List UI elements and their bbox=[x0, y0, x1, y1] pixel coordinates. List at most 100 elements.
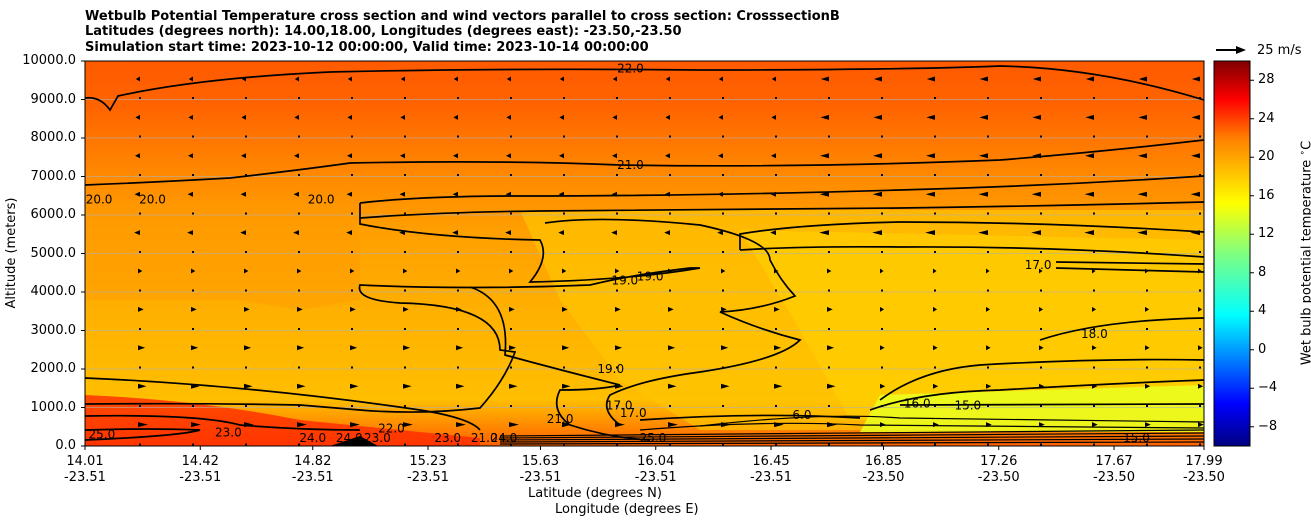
wind-vector bbox=[1092, 268, 1096, 274]
wind-vector bbox=[775, 366, 777, 369]
wind-vector bbox=[298, 251, 300, 253]
wind-vector bbox=[506, 114, 511, 120]
wind-vector bbox=[457, 405, 459, 407]
wind-vector bbox=[721, 306, 727, 312]
contour-label: 21.0 bbox=[617, 158, 644, 172]
wind-vector bbox=[881, 212, 883, 215]
wind-vector bbox=[505, 191, 511, 197]
wind-vector bbox=[934, 135, 936, 138]
wind-vector bbox=[347, 76, 352, 82]
wind-vector bbox=[456, 422, 466, 428]
wind-vector bbox=[616, 135, 618, 138]
wind-vector bbox=[510, 289, 512, 292]
wind-vector bbox=[188, 76, 193, 82]
wind-vector bbox=[138, 306, 144, 312]
wind-vector bbox=[820, 76, 829, 82]
wind-vector bbox=[1032, 114, 1041, 120]
wind-vector bbox=[987, 405, 989, 407]
wind-vector bbox=[563, 174, 565, 176]
wind-vector bbox=[187, 230, 193, 236]
wind-vector bbox=[987, 174, 989, 176]
wind-vector bbox=[452, 191, 458, 197]
wind-vector bbox=[775, 135, 777, 138]
wind-vector bbox=[986, 268, 990, 274]
contour-lowl-3 bbox=[85, 428, 201, 441]
wind-vector bbox=[1085, 76, 1094, 82]
wind-vector bbox=[872, 230, 882, 236]
wind-vector bbox=[1146, 443, 1148, 446]
wind-vector bbox=[404, 366, 406, 369]
y-tick-label: 1000.0 bbox=[30, 399, 77, 415]
contour-labels: 22.021.020.0 20.0 20.019.019.019.017.018.0… bbox=[86, 62, 1150, 446]
wind-vector bbox=[722, 174, 724, 176]
wind-vector bbox=[1093, 289, 1095, 292]
wind-vector bbox=[510, 251, 512, 253]
wind-vector bbox=[457, 212, 459, 215]
wind-vector bbox=[399, 230, 405, 236]
wind-vector bbox=[820, 114, 829, 120]
wind-vector bbox=[1191, 114, 1200, 120]
wind-vector bbox=[1040, 212, 1042, 215]
wind-vector bbox=[775, 328, 777, 330]
chart-title: Wetbulb Potential Temperature cross sect… bbox=[85, 9, 840, 24]
wind-vector bbox=[978, 191, 988, 197]
wind-vector bbox=[934, 366, 936, 369]
wind-vector bbox=[187, 191, 193, 197]
x-tick-label: 16.85 -23.50 bbox=[862, 454, 905, 485]
wind-vector bbox=[1031, 191, 1041, 197]
x-tick-label: 17.26 -23.50 bbox=[977, 454, 1020, 485]
wind-vector bbox=[664, 230, 670, 236]
wind-vector bbox=[293, 230, 299, 236]
wind-vector bbox=[244, 422, 254, 428]
wind-vector bbox=[509, 422, 519, 428]
wind-vector bbox=[457, 174, 459, 176]
wind-vector bbox=[294, 114, 299, 120]
contour-21 bbox=[85, 139, 1204, 186]
wind-vector bbox=[1040, 405, 1042, 407]
wind-vector bbox=[1146, 135, 1148, 138]
contour-label: 19.0 bbox=[597, 362, 624, 376]
wind-vector bbox=[880, 345, 885, 351]
wind-vector bbox=[457, 97, 459, 99]
wind-vector bbox=[1093, 174, 1095, 176]
wind-vector bbox=[294, 76, 299, 82]
wind-vector bbox=[350, 345, 358, 351]
wind-vector bbox=[828, 174, 830, 176]
wind-vector bbox=[1093, 212, 1095, 215]
x-tick-label: 15.63 -23.51 bbox=[519, 454, 562, 485]
wind-vector bbox=[244, 306, 250, 312]
wind-vector bbox=[771, 153, 776, 159]
y-tick-marks bbox=[81, 60, 85, 447]
colorbar-ticks bbox=[1250, 79, 1254, 428]
wind-vector bbox=[245, 97, 247, 99]
wind-vector bbox=[1040, 251, 1042, 253]
contour-lowl-2 bbox=[85, 414, 361, 431]
wind-vector bbox=[240, 230, 246, 236]
wind-vector bbox=[1092, 345, 1097, 351]
wind-vector bbox=[404, 405, 406, 407]
contour-label: 21.0 bbox=[471, 431, 498, 445]
wind-vector bbox=[135, 76, 140, 82]
wind-vector bbox=[986, 306, 991, 312]
x-axis-label-secondary: Longitude (degrees E) bbox=[555, 502, 699, 517]
wind-vector bbox=[934, 443, 936, 446]
wind-vector bbox=[722, 97, 724, 99]
wind-vector bbox=[820, 153, 829, 159]
terrain-peak bbox=[330, 436, 378, 446]
colorbar-tick-label: 16 bbox=[1258, 187, 1275, 203]
wind-vector bbox=[721, 345, 729, 351]
wind-vector bbox=[558, 191, 564, 197]
wind-vector bbox=[351, 405, 353, 407]
wind-vector bbox=[509, 383, 518, 389]
wind-vector bbox=[1146, 289, 1148, 292]
quiver-key-arrow bbox=[1216, 46, 1246, 54]
wind-vector bbox=[351, 97, 353, 99]
wind-vector bbox=[986, 383, 992, 389]
contour-label: 25.0 bbox=[89, 427, 116, 441]
wind-vector bbox=[880, 422, 886, 428]
wind-vector bbox=[775, 174, 777, 176]
wind-vector bbox=[881, 289, 883, 292]
wind-vector bbox=[351, 174, 353, 176]
wind-vector bbox=[562, 306, 568, 312]
wind-vector bbox=[612, 153, 617, 159]
